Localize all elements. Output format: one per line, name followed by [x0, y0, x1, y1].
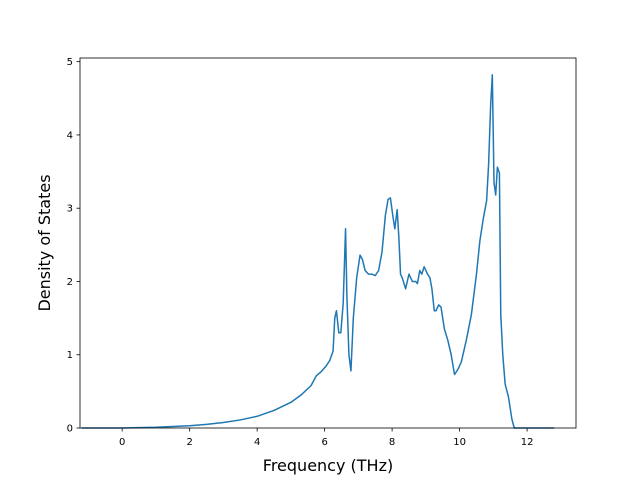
- y-axis-ticks: 0 1 2 3 4 5: [67, 57, 80, 435]
- y-tick-label: 1: [67, 350, 73, 361]
- y-tick-label: 2: [67, 277, 73, 288]
- x-tick-label: 2: [186, 437, 192, 448]
- y-tick-label: 3: [67, 204, 73, 215]
- y-axis-label: Density of States: [35, 174, 54, 311]
- y-tick-label: 0: [67, 424, 73, 435]
- x-tick-label: 4: [254, 437, 260, 448]
- x-tick-label: 6: [321, 437, 327, 448]
- plot-area-background: [80, 58, 576, 428]
- plot-area-frame: [79, 57, 577, 429]
- x-axis-ticks: 0 2 4 6 8 10 12: [119, 428, 533, 448]
- y-tick-label: 4: [67, 130, 73, 141]
- x-tick-label: 8: [389, 437, 395, 448]
- dos-series-line: [81, 74, 555, 429]
- y-tick-label: 5: [67, 57, 73, 68]
- x-axis-label: Frequency (THz): [263, 456, 393, 475]
- x-tick-label: 12: [521, 437, 534, 448]
- x-tick-label: 10: [453, 437, 466, 448]
- x-tick-label: 0: [119, 437, 125, 448]
